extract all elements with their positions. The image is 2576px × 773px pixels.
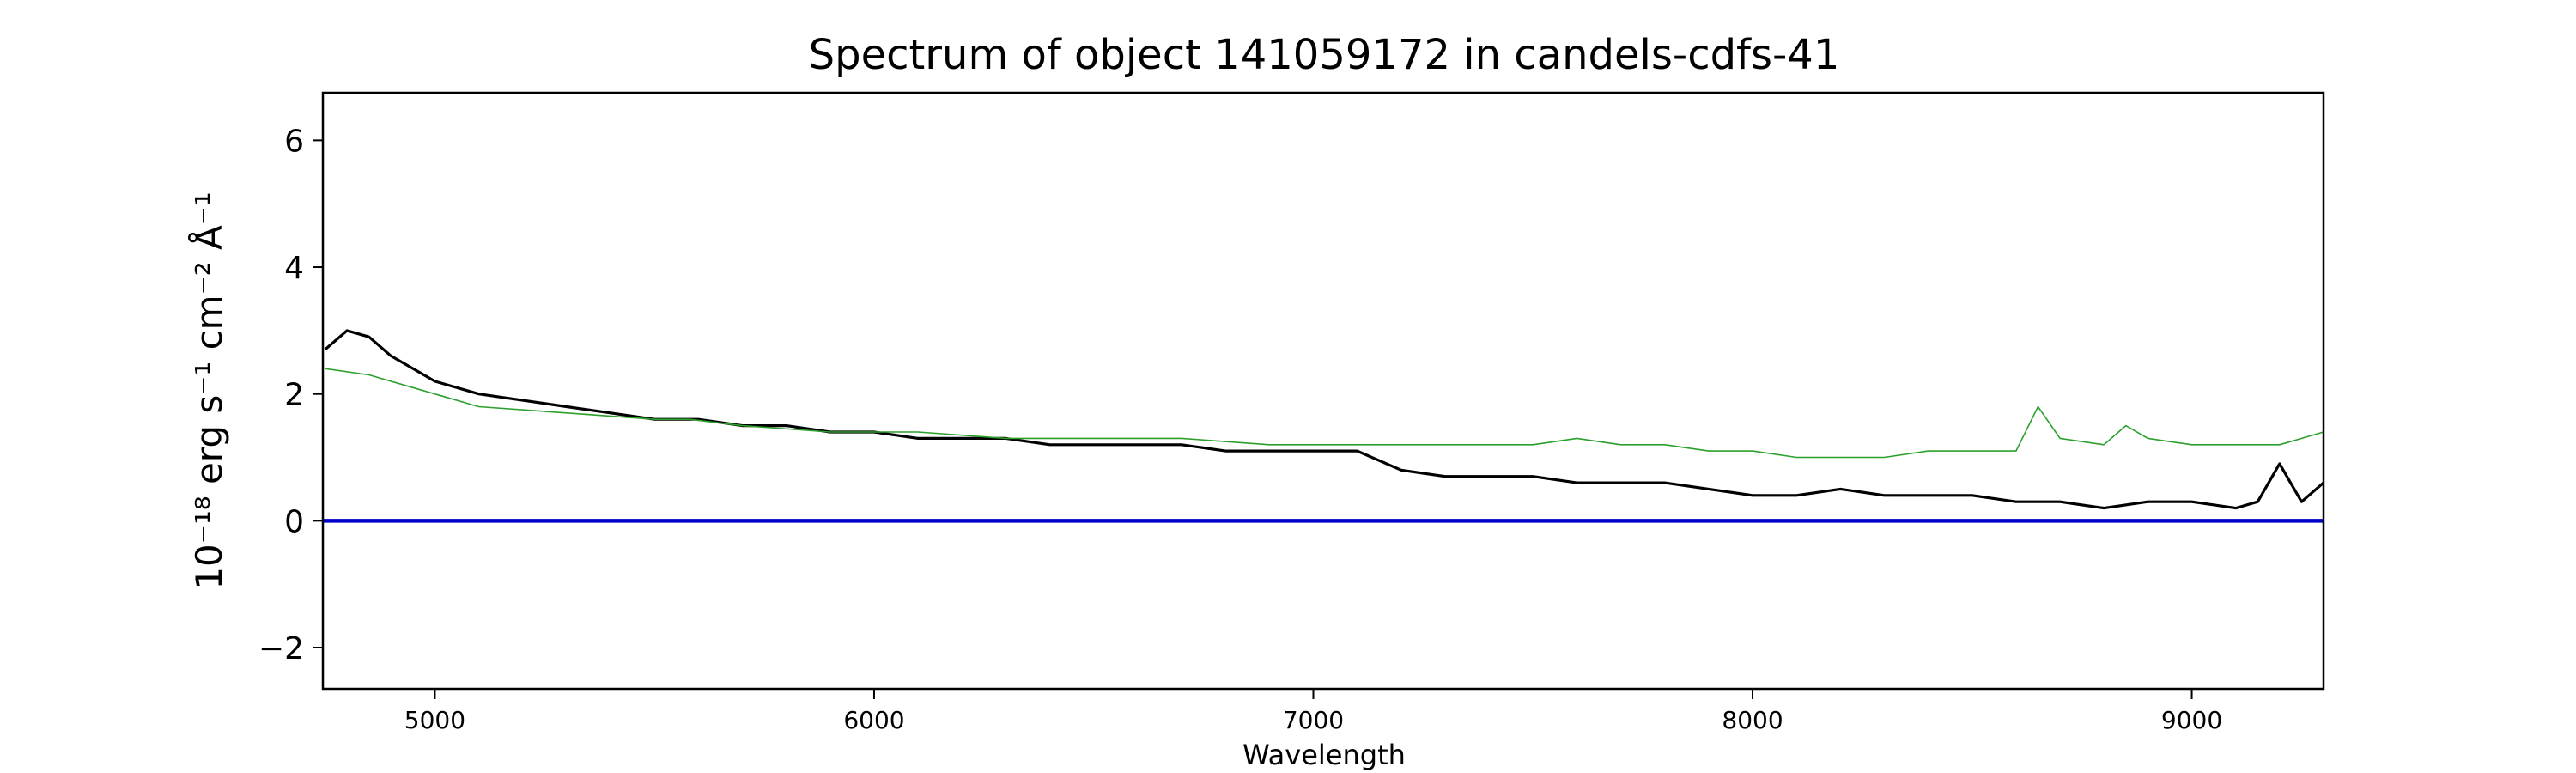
series-line-1	[325, 368, 2324, 459]
y-axis: −2 0 2 4 6	[258, 124, 323, 666]
y-tick-label: 4	[284, 251, 304, 286]
x-tick-label: 9000	[2161, 706, 2222, 734]
x-tick-label: 6000	[843, 706, 904, 734]
y-tick-label: 0	[284, 504, 304, 539]
y-tick-label: −2	[258, 631, 304, 666]
x-tick-label: 8000	[1722, 706, 1783, 734]
chart-title: Spectrum of object 141059172 in candels-…	[809, 31, 1840, 79]
x-tick-label: 5000	[404, 706, 465, 734]
x-tick-label: 7000	[1283, 706, 1344, 734]
y-axis-label: 10⁻¹⁸ erg s⁻¹ cm⁻² Å⁻¹	[187, 192, 230, 589]
series-line-0	[324, 329, 2325, 510]
x-axis: 5000 6000 7000 8000 9000	[404, 689, 2222, 734]
y-tick-label: 6	[284, 124, 304, 159]
series-layer	[323, 329, 2325, 523]
plot-frame	[321, 91, 2325, 691]
x-axis-label: Wavelength	[1242, 739, 1406, 771]
y-tick-label: 2	[284, 378, 304, 413]
